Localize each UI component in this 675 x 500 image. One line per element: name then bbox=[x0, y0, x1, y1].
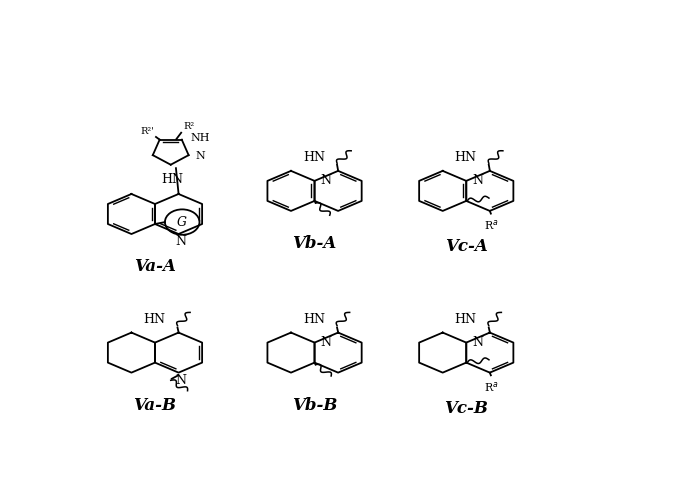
Text: N: N bbox=[472, 336, 483, 349]
Text: R²': R²' bbox=[140, 127, 155, 136]
Text: Vb-A: Vb-A bbox=[292, 235, 337, 252]
Text: N: N bbox=[321, 174, 332, 188]
Text: N: N bbox=[196, 152, 205, 162]
Text: HN: HN bbox=[303, 151, 325, 164]
Text: R$^a$: R$^a$ bbox=[483, 380, 498, 394]
Text: NH: NH bbox=[190, 133, 210, 143]
Text: Va-B: Va-B bbox=[134, 396, 176, 413]
Text: R$^a$: R$^a$ bbox=[483, 218, 498, 232]
Text: G: G bbox=[178, 216, 187, 228]
Text: N: N bbox=[472, 174, 483, 188]
Text: Vb-B: Vb-B bbox=[292, 396, 338, 413]
Text: HN: HN bbox=[161, 172, 184, 186]
Text: HN: HN bbox=[303, 314, 325, 326]
Text: N: N bbox=[176, 235, 187, 248]
Text: HN: HN bbox=[455, 151, 477, 164]
Text: Va-A: Va-A bbox=[134, 258, 176, 275]
Text: HN: HN bbox=[144, 314, 165, 326]
Text: Vc-A: Vc-A bbox=[445, 238, 487, 255]
Text: R²: R² bbox=[184, 122, 195, 131]
Text: HN: HN bbox=[455, 314, 477, 326]
Text: N: N bbox=[176, 374, 187, 387]
Text: Vc-B: Vc-B bbox=[444, 400, 488, 416]
Text: N: N bbox=[321, 336, 332, 349]
